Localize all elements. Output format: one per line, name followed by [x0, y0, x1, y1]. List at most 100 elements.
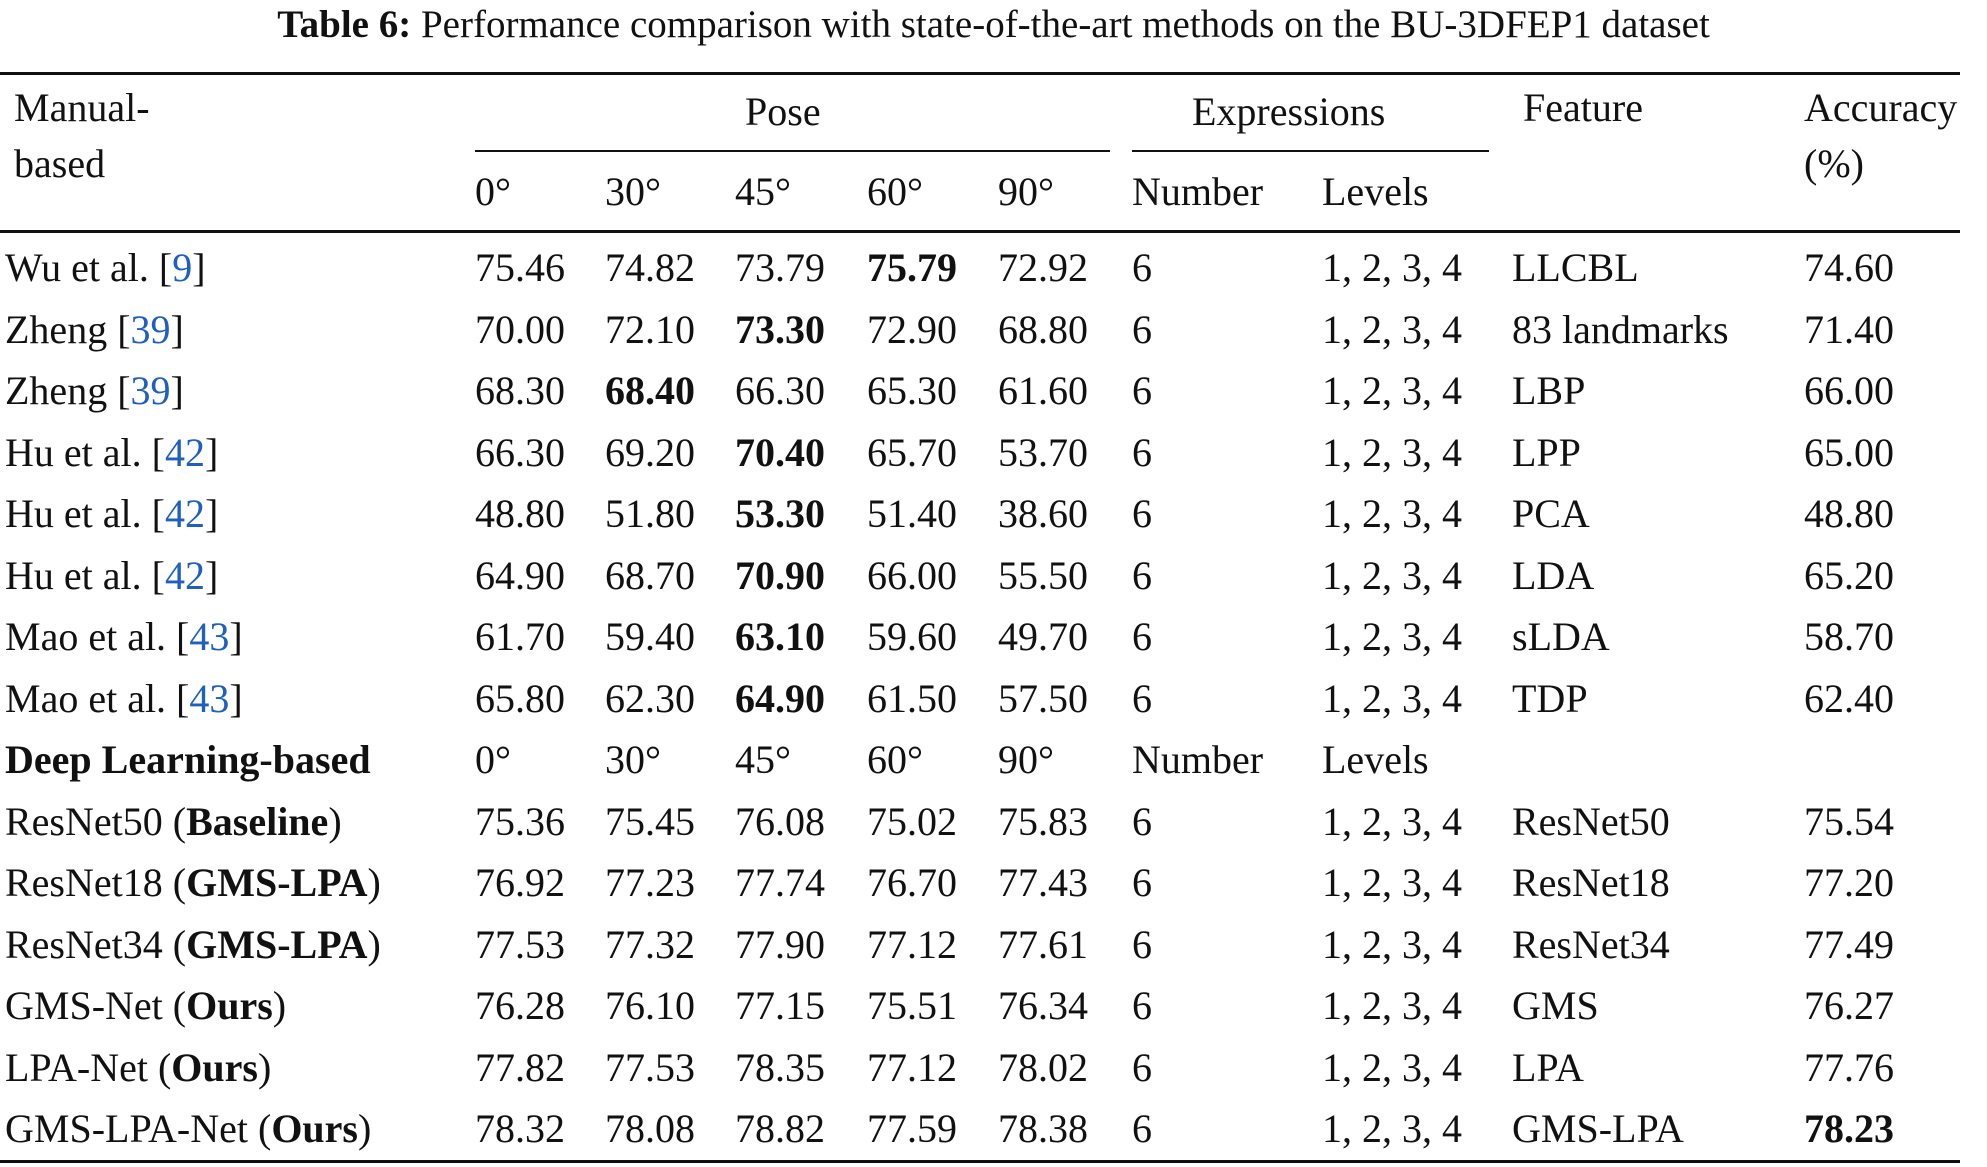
pose-value: 75.51 [867, 983, 957, 1028]
method-label: Hu et al. [ [5, 491, 165, 536]
accuracy-cell: 76.27 [1804, 983, 1894, 1028]
feature-cell: ResNet18 [1512, 860, 1670, 905]
citation-ref: 9 [172, 245, 193, 290]
pose-value: 61.70 [475, 614, 565, 659]
pose-value: 57.50 [998, 675, 1088, 721]
accuracy-cell: 58.70 [1804, 614, 1894, 659]
bracket: ] [170, 306, 184, 352]
citation-ref: 43 [189, 614, 230, 659]
feature-cell: 83 landmarks [1512, 306, 1729, 352]
bracket: ] [204, 552, 219, 598]
deep-levels-header: Levels [1322, 737, 1429, 782]
method-name: Mao et al. [43] [5, 675, 243, 723]
expr-number: 6 [1132, 429, 1152, 475]
pose-value: 77.90 [735, 921, 825, 967]
deep-number-header: Number [1132, 737, 1264, 782]
header-number: Number [1132, 169, 1264, 214]
header-accuracy-line1: Accuracy [1804, 85, 1958, 130]
pose-value: 78.32 [475, 1106, 565, 1151]
method-label: ResNet50 ( [5, 798, 187, 844]
expr-number: 6 [1132, 1044, 1152, 1090]
expr-number: 6 [1132, 675, 1152, 721]
expr-levels: 1, 2, 3, 4 [1322, 675, 1462, 721]
pose-value: 76.08 [735, 798, 825, 844]
caption-label: Table 6: [277, 3, 412, 46]
feature-cell: TDP [1512, 675, 1588, 721]
method-label: Mao et al. [ [5, 675, 190, 721]
pose-value: 76.28 [475, 983, 565, 1028]
pose-value: 72.90 [867, 306, 957, 352]
bracket: ] [192, 245, 206, 290]
pose-value: 78.35 [735, 1044, 825, 1090]
citation-ref: 43 [189, 675, 230, 721]
header-pose: Pose [745, 89, 821, 134]
header-angle-0: 0° [475, 169, 511, 214]
pose-value: 77.53 [475, 921, 565, 967]
pose-value: 55.50 [998, 552, 1088, 598]
pose-value: 59.60 [867, 614, 957, 659]
expr-number: 6 [1132, 368, 1152, 413]
feature-cell: sLDA [1512, 614, 1610, 659]
accuracy-cell: 77.76 [1804, 1044, 1894, 1090]
pose-value: 53.70 [998, 429, 1088, 475]
pose-value: 62.30 [605, 675, 695, 721]
pose-value: 68.80 [998, 306, 1088, 352]
pose-value: 63.10 [735, 614, 825, 659]
citation-ref: 42 [164, 552, 205, 598]
pose-value: 66.30 [475, 429, 565, 475]
bracket: ] [204, 429, 219, 475]
header-angle-60: 60° [867, 169, 923, 214]
expr-number: 6 [1132, 552, 1152, 598]
feature-cell: LBP [1512, 368, 1586, 413]
method-tag: Ours [171, 1044, 258, 1090]
method-name: Hu et al. [42] [5, 490, 218, 538]
feature-cell: LLCBL [1512, 245, 1639, 290]
method-name: Zheng [39] [5, 306, 184, 354]
pose-value: 78.82 [735, 1106, 825, 1151]
accuracy-cell: 71.40 [1804, 306, 1894, 352]
pose-value: 38.60 [998, 491, 1088, 536]
expr-levels: 1, 2, 3, 4 [1322, 368, 1462, 413]
paren: ) [328, 798, 342, 844]
pose-value: 77.12 [867, 921, 957, 967]
expr-levels: 1, 2, 3, 4 [1322, 1044, 1462, 1090]
paren: ) [272, 983, 287, 1028]
feature-cell: PCA [1512, 491, 1590, 536]
pose-value: 78.38 [998, 1106, 1088, 1151]
pose-value: 70.40 [735, 429, 825, 475]
expr-levels: 1, 2, 3, 4 [1322, 798, 1462, 844]
feature-cell: ResNet34 [1512, 921, 1670, 967]
method-label: ResNet34 ( [5, 921, 187, 967]
method-label: Hu et al. [ [5, 552, 165, 598]
header-accuracy-line2: (%) [1804, 141, 1864, 186]
expr-levels: 1, 2, 3, 4 [1322, 1106, 1462, 1151]
accuracy-cell: 66.00 [1804, 368, 1894, 413]
pose-value: 77.61 [998, 921, 1088, 967]
method-name: ResNet18 (GMS-LPA) [5, 859, 381, 907]
accuracy-cell: 65.00 [1804, 429, 1894, 475]
method-label: GMS-Net ( [5, 983, 187, 1028]
pose-value: 64.90 [735, 675, 825, 721]
expr-levels: 1, 2, 3, 4 [1322, 983, 1462, 1028]
accuracy-cell: 77.20 [1804, 860, 1894, 905]
pose-value: 77.23 [605, 860, 695, 905]
method-label: Zheng [ [5, 368, 131, 413]
header-rule [0, 230, 1960, 233]
pose-value: 72.92 [998, 245, 1088, 290]
pose-value: 75.45 [605, 798, 695, 844]
method-tag: Ours [271, 1106, 358, 1151]
accuracy-cell: 75.54 [1804, 798, 1894, 844]
method-name: Zheng [39] [5, 367, 184, 415]
bottom-rule [0, 1160, 1960, 1163]
bracket: ] [229, 675, 243, 721]
method-label: Zheng [ [5, 306, 131, 352]
expr-number: 6 [1132, 921, 1152, 967]
pose-value: 49.70 [998, 614, 1088, 659]
pose-value: 77.59 [867, 1106, 957, 1151]
citation-ref: 42 [164, 429, 205, 475]
pose-value: 74.82 [605, 245, 695, 290]
accuracy-cell: 74.60 [1804, 245, 1894, 290]
pose-value: 70.90 [735, 552, 825, 598]
method-name: GMS-Net (Ours) [5, 982, 286, 1030]
method-tag: GMS-LPA [186, 921, 368, 967]
